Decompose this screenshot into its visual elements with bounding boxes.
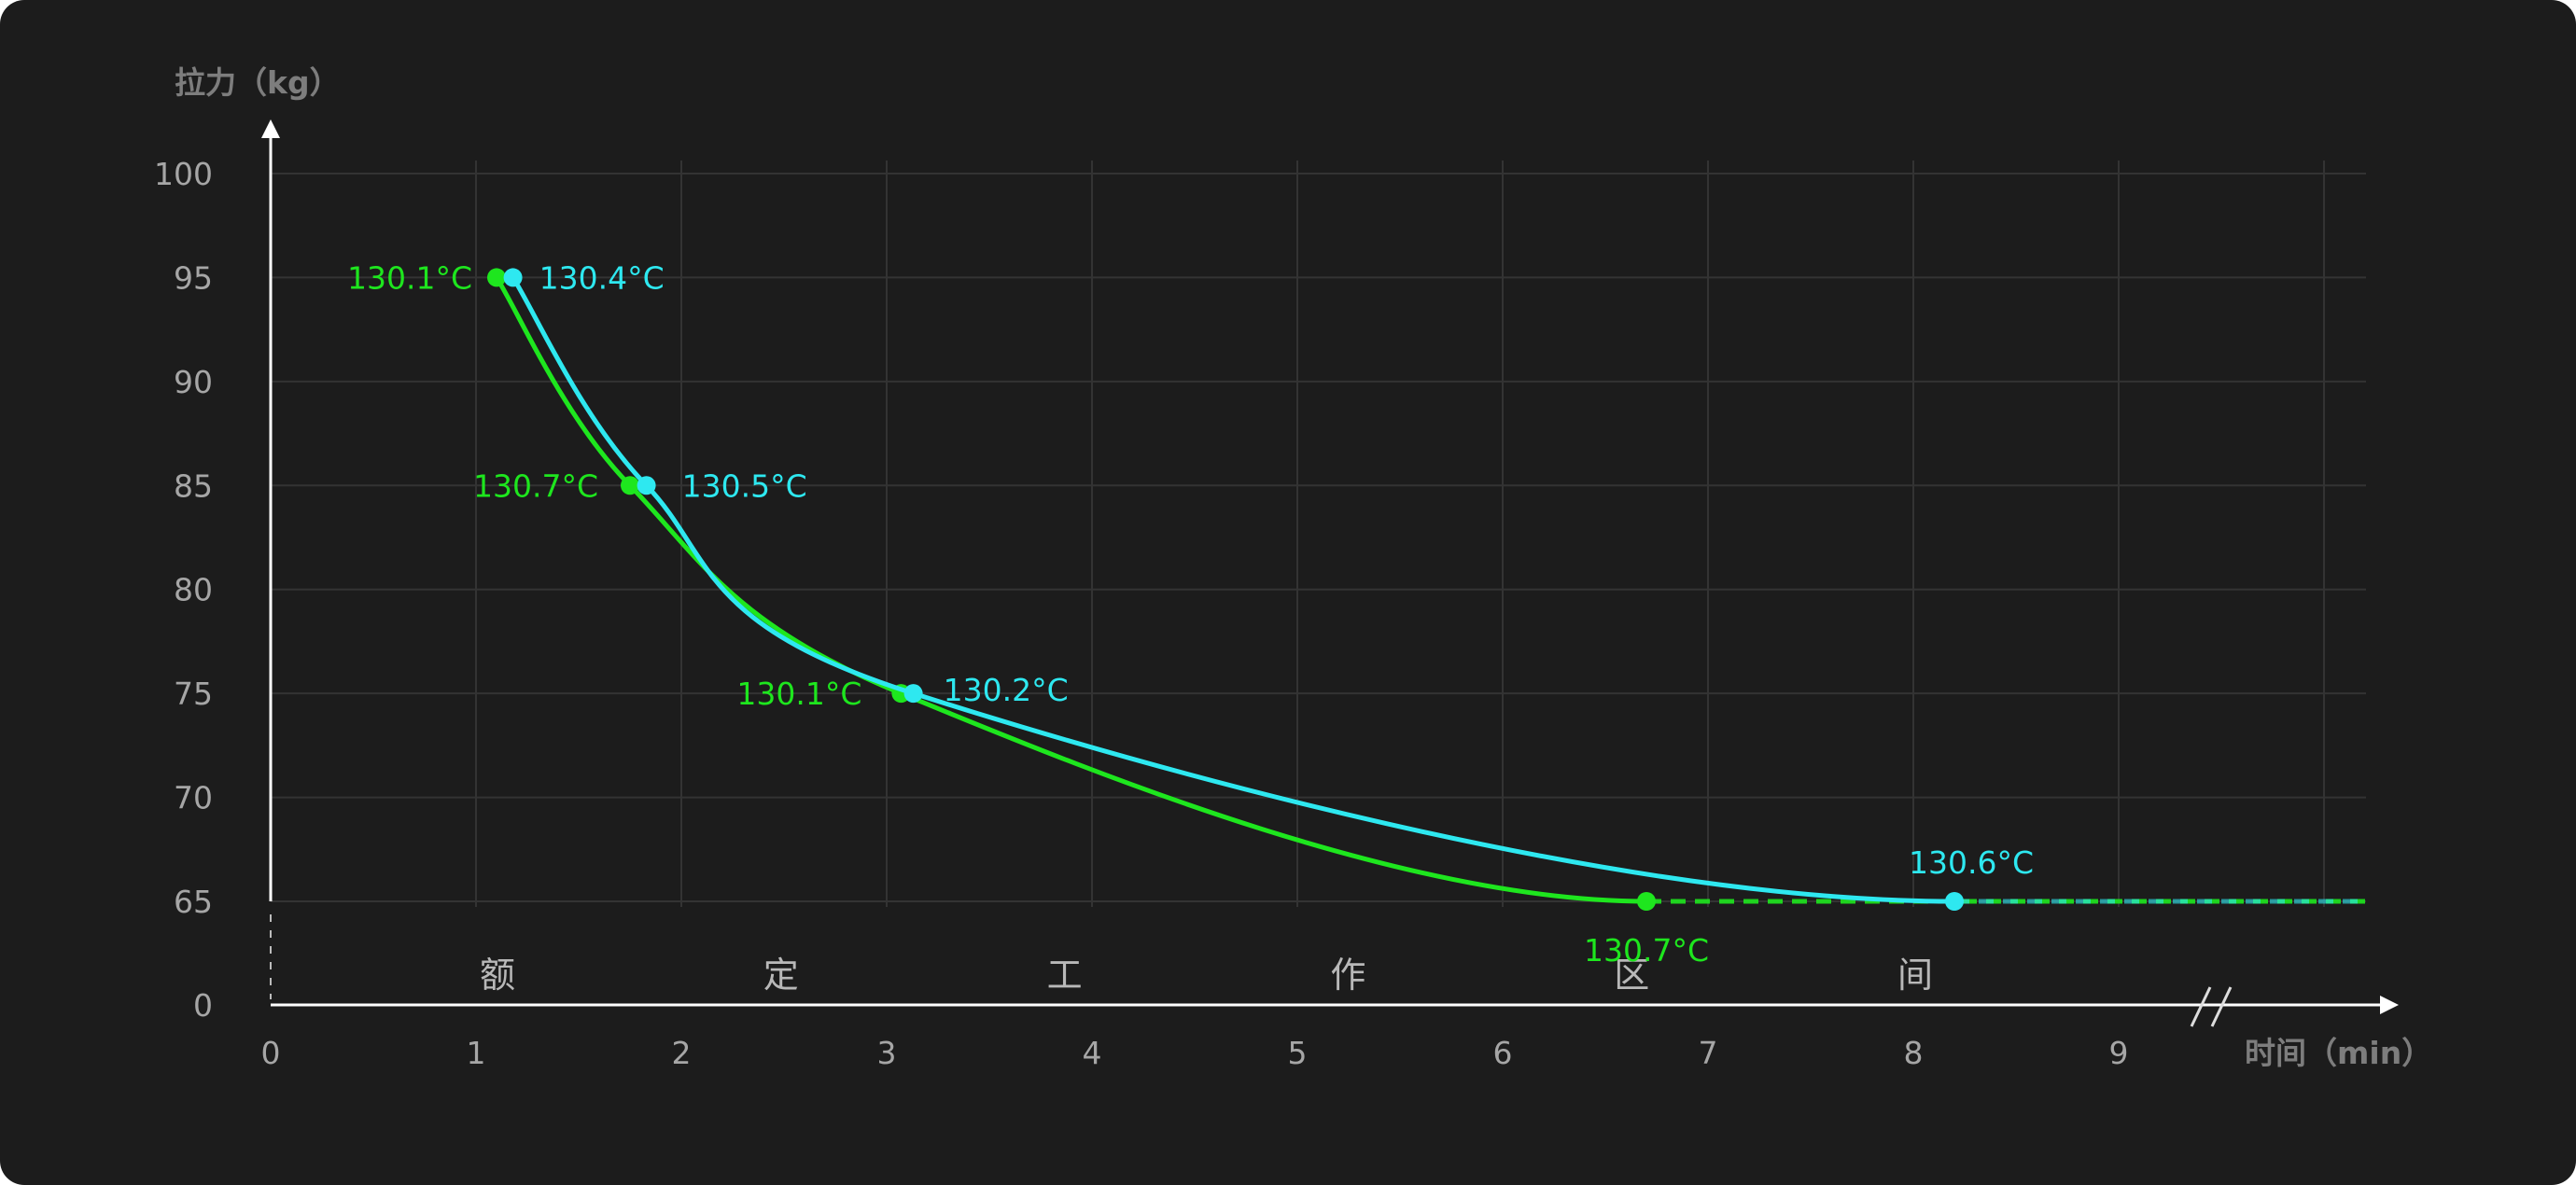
data-point <box>903 684 923 704</box>
y-tick-label: 90 <box>174 364 213 400</box>
data-point <box>1637 892 1656 911</box>
x-tick-label: 6 <box>1493 1035 1513 1071</box>
data-point <box>503 268 523 287</box>
data-point-label: 130.1°C <box>347 259 472 296</box>
series-line <box>511 274 1957 904</box>
y-tick-label: 85 <box>174 467 213 504</box>
data-point <box>637 476 656 495</box>
data-point <box>1945 892 1964 911</box>
series-layer <box>487 268 2365 911</box>
x-tick-label: 3 <box>877 1035 897 1071</box>
data-point-label: 130.4°C <box>539 259 665 296</box>
x-tick-label: 1 <box>467 1035 486 1071</box>
x-axis-break-mark <box>2190 986 2212 1027</box>
data-point-label: 130.2°C <box>944 672 1069 708</box>
data-point-label: 130.5°C <box>682 467 807 504</box>
axis-layer: 0 65 70 75 80 85 90 95 100 0 1 2 3 4 5 6 7 8 9 拉力（kg） 时间（min… <box>154 64 2432 1071</box>
zone-label-char: 作 <box>1330 955 1365 996</box>
data-point <box>487 268 506 287</box>
x-tick-label: 2 <box>672 1035 692 1071</box>
x-tick-label: 4 <box>1083 1035 1102 1071</box>
grid-layer <box>271 160 2366 907</box>
x-tick-label: 5 <box>1288 1035 1308 1071</box>
x-axis-title: 时间（min） <box>2245 1035 2432 1071</box>
y-tick-label: 100 <box>154 156 213 192</box>
zone-label-char: 定 <box>763 955 799 996</box>
x-tick-label: 7 <box>1699 1035 1718 1071</box>
label-layer: 130.1°C 130.7°C 130.1°C 130.7°C 130.4°C 130.5… <box>347 259 2034 969</box>
x-axis-arrow <box>2380 996 2399 1014</box>
y-tick-label: 80 <box>174 572 213 608</box>
y-tick-label: 65 <box>174 884 213 920</box>
data-point-label: 130.7°C <box>473 467 598 504</box>
zone-label-char: 工 <box>1047 955 1083 996</box>
zone-label-char: 额 <box>480 955 515 996</box>
x-tick-label: 0 <box>261 1035 281 1071</box>
data-point-label: 130.7°C <box>1584 932 1709 969</box>
zone-label-char: 间 <box>1897 955 1933 996</box>
x-axis-break-mark <box>2210 986 2233 1027</box>
y-axis-title: 拉力（kg） <box>175 64 341 101</box>
y-tick-label: 95 <box>174 259 213 296</box>
zone-label-layer: 额定工作区间 <box>480 955 1933 996</box>
x-tick-label: 9 <box>2109 1035 2129 1071</box>
data-point-label: 130.6°C <box>1909 844 2034 881</box>
y-tick-label: 70 <box>174 780 213 816</box>
zone-label-char: 区 <box>1614 955 1649 996</box>
data-point <box>621 476 639 495</box>
y-tick-label: 0 <box>193 987 213 1024</box>
data-point-label: 130.1°C <box>736 676 861 712</box>
y-tick-label: 75 <box>174 676 213 712</box>
x-tick-label: 8 <box>1904 1035 1924 1071</box>
y-axis-arrow <box>261 119 280 138</box>
